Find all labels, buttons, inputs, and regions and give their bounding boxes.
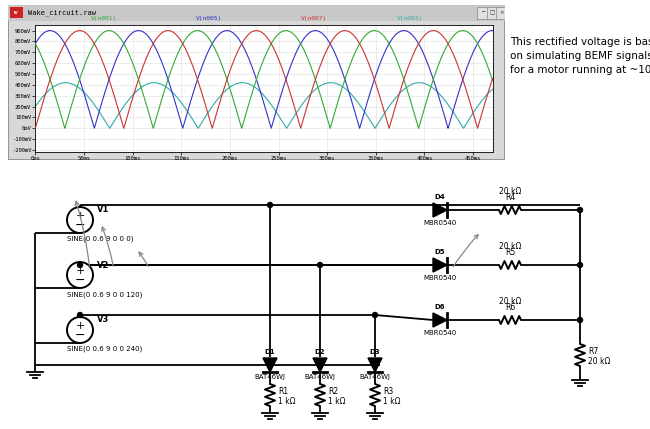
Text: V(n003): V(n003) [397, 16, 423, 21]
Text: D1: D1 [265, 349, 276, 355]
Text: This rectified voltage is based
on simulating BEMF signals
for a motor running a: This rectified voltage is based on simul… [510, 37, 650, 75]
Text: −: − [75, 329, 85, 341]
Text: R2: R2 [328, 387, 338, 396]
Text: 1 kΩ: 1 kΩ [383, 396, 400, 405]
Text: MBR0540: MBR0540 [423, 220, 456, 226]
Text: SINE(0 0.6 9 0 0 120): SINE(0 0.6 9 0 0 120) [67, 291, 142, 297]
Circle shape [67, 207, 93, 233]
Text: D5: D5 [435, 249, 445, 255]
Text: 20 kΩ: 20 kΩ [499, 242, 521, 251]
Text: R3: R3 [383, 387, 393, 396]
Text: V(n007): V(n007) [301, 16, 328, 21]
Text: +: + [75, 266, 84, 276]
Text: V2: V2 [97, 260, 109, 269]
Text: V1: V1 [97, 205, 109, 214]
Text: BAT46WJ: BAT46WJ [255, 374, 285, 380]
Circle shape [317, 263, 322, 268]
Text: MBR0540: MBR0540 [423, 275, 456, 281]
Text: R4: R4 [505, 193, 515, 202]
Text: BAT46WJ: BAT46WJ [359, 374, 391, 380]
Polygon shape [368, 358, 382, 372]
Circle shape [577, 263, 582, 268]
Circle shape [67, 262, 93, 288]
Text: V(n005): V(n005) [196, 16, 222, 21]
Text: 20 kΩ: 20 kΩ [499, 297, 521, 306]
Text: 1 kΩ: 1 kΩ [278, 396, 296, 405]
Circle shape [577, 208, 582, 212]
Circle shape [77, 263, 83, 268]
Bar [477, 6, 488, 19]
Text: SINE(0 0.6 9 0 0 240): SINE(0 0.6 9 0 0 240) [67, 346, 142, 353]
Text: ×: × [499, 10, 504, 15]
Polygon shape [263, 358, 277, 372]
Text: −: − [75, 218, 85, 232]
Text: D4: D4 [435, 194, 445, 200]
Text: Wake_circuit.raw: Wake_circuit.raw [28, 9, 96, 16]
Text: 20 kΩ: 20 kΩ [588, 356, 610, 366]
Circle shape [67, 317, 93, 343]
Text: R1: R1 [278, 387, 288, 396]
Text: MBR0540: MBR0540 [423, 330, 456, 336]
Bar [8, 5, 505, 21]
Text: 1 kΩ: 1 kΩ [328, 396, 346, 405]
Bar [10, 7, 23, 18]
Text: 20 kΩ: 20 kΩ [499, 187, 521, 196]
Circle shape [77, 312, 83, 317]
Polygon shape [433, 203, 447, 217]
Bar [487, 6, 497, 19]
Text: R5: R5 [505, 248, 515, 257]
Text: R6: R6 [505, 303, 515, 312]
Circle shape [372, 312, 378, 317]
Circle shape [577, 317, 582, 323]
Text: R7: R7 [588, 347, 598, 356]
Text: D6: D6 [435, 304, 445, 310]
Text: IV: IV [14, 11, 19, 15]
Bar [496, 6, 506, 19]
Polygon shape [433, 313, 447, 327]
Text: D2: D2 [315, 349, 325, 355]
Text: V3: V3 [97, 315, 109, 324]
Text: +: + [75, 211, 84, 221]
Text: D3: D3 [370, 349, 380, 355]
Text: −: − [75, 274, 85, 287]
Text: BAT46WJ: BAT46WJ [304, 374, 335, 380]
Polygon shape [313, 358, 327, 372]
Circle shape [268, 202, 272, 208]
Text: SINE(0 0.6 9 0 0 0): SINE(0 0.6 9 0 0 0) [67, 236, 133, 242]
FancyBboxPatch shape [8, 5, 505, 160]
Text: ─: ─ [481, 10, 484, 15]
Polygon shape [433, 258, 447, 272]
Text: V(n001): V(n001) [91, 16, 117, 21]
Text: +: + [75, 321, 84, 331]
Text: □: □ [490, 10, 495, 15]
